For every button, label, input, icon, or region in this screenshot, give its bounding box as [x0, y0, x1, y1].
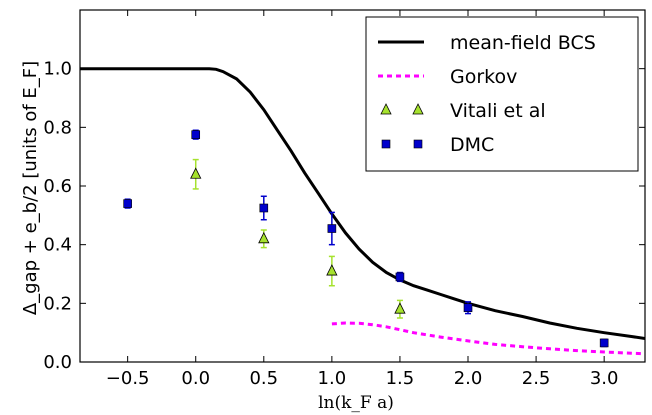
x-tick-label: 2.5 — [522, 368, 551, 389]
plot-area — [80, 67, 645, 356]
legend: mean-field BCS Gorkov Vitali et al DMC — [365, 16, 639, 172]
legend-marker — [380, 103, 392, 115]
data-point-square — [599, 338, 609, 348]
data-point-square — [463, 303, 473, 313]
x-tick-label: −0.5 — [106, 368, 150, 389]
data-point-square — [395, 272, 405, 282]
plot-frame — [79, 9, 646, 363]
x-tick-label: 1.0 — [318, 368, 347, 389]
y-tick-label: 1.0 — [43, 59, 72, 80]
legend-marker — [413, 139, 423, 149]
series-line-1 — [331, 321, 645, 356]
x-tick-label: 3.0 — [590, 368, 619, 389]
legend-label: Gorkov — [450, 66, 517, 88]
data-point-square — [327, 224, 337, 233]
legend-marker — [412, 103, 424, 115]
x-tick-label: 0.0 — [181, 368, 210, 389]
data-point-triangle — [394, 302, 406, 314]
data-point-triangle — [326, 264, 338, 276]
y-tick-label: 0.0 — [43, 352, 72, 373]
data-point-triangle — [258, 231, 270, 244]
y-tick-label: 0.4 — [43, 235, 72, 256]
legend-label: Vitali et al — [450, 100, 546, 122]
y-tick-label: 0.8 — [43, 117, 72, 138]
x-tick-label: 2.0 — [454, 368, 483, 389]
data-point-triangle — [190, 167, 202, 179]
legend-label: DMC — [450, 134, 494, 156]
data-point-square — [259, 203, 269, 213]
x-tick-label: 1.5 — [386, 368, 415, 389]
x-tick-label: 0.5 — [249, 368, 278, 389]
y-tick-label: 0.2 — [43, 293, 72, 314]
axis-ticks: −0.5 0.0 0.5 1.0 1.5 2.0 2.5 3.0 0.0 0.2 0.4 0.6 0.8… — [43, 10, 645, 389]
series-line-0 — [80, 67, 645, 340]
y-tick-label: 0.6 — [43, 176, 72, 197]
legend-marker — [381, 139, 391, 149]
x-axis-label: ln(k_F a) — [318, 393, 394, 413]
legend-label: mean-field BCS — [450, 32, 596, 54]
data-point-square — [191, 130, 201, 139]
data-point-square — [123, 199, 132, 208]
y-axis-label: Δ_gap + e_b/2 [units of E_F] — [20, 61, 41, 315]
